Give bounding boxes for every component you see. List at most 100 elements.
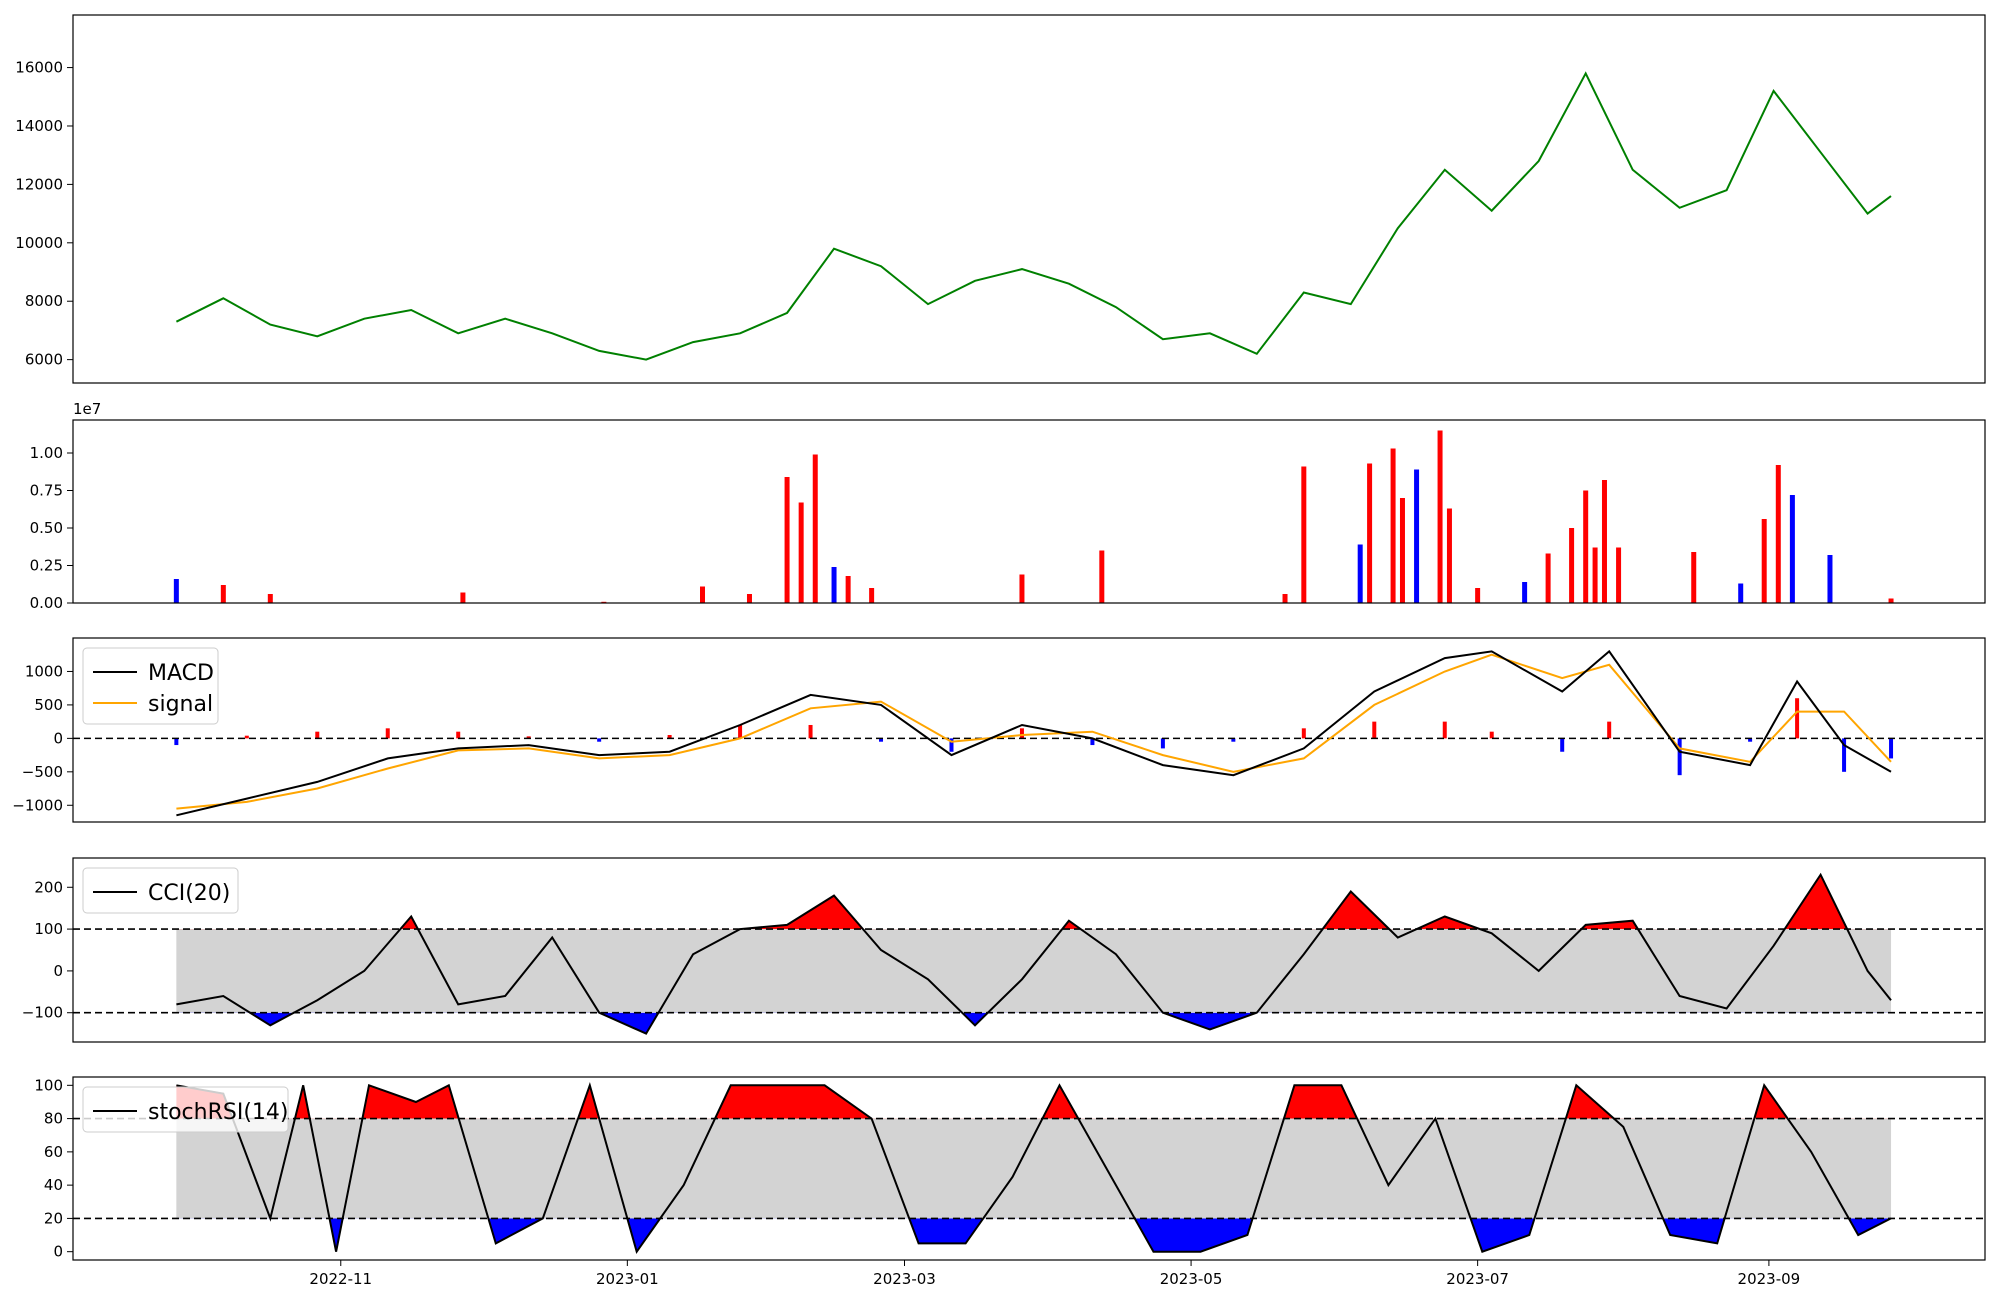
macd-histogram-bar [808, 724, 813, 739]
macd-histogram-bar [949, 738, 954, 752]
macd-ytick-label: 0 [53, 729, 63, 747]
cci-ytick-label: −100 [22, 1004, 63, 1022]
volume-bar [831, 567, 837, 603]
volume-bar [1522, 582, 1528, 603]
price-ytick-label: 12000 [15, 175, 63, 193]
macd-histogram-bar [456, 731, 461, 739]
stochrsi-ytick-label: 0 [53, 1243, 63, 1261]
macd-histogram-bar [667, 735, 672, 739]
volume-bar [1446, 508, 1452, 603]
macd-axes-frame [72, 637, 1986, 823]
stochrsi-line [176, 1081, 1892, 1254]
stochrsi-legend-label: stochRSI(14) [148, 1100, 289, 1125]
macd-ytick-label: 500 [34, 696, 63, 714]
volume-bar [1789, 495, 1795, 603]
volume-ytick-label: 0.25 [30, 557, 63, 575]
macd-histogram-bar [1607, 721, 1612, 739]
volume-bar [1475, 588, 1481, 603]
volume-bar [1691, 552, 1697, 603]
signal-line [176, 653, 1892, 810]
stochrsi-ytick-label: 40 [44, 1176, 63, 1194]
x-tick-label: 2023-03 [873, 1270, 936, 1288]
stochrsi-ytick-label: 100 [34, 1076, 63, 1094]
macd-histogram-bar [1231, 738, 1236, 742]
volume-bar [1357, 544, 1363, 603]
cci-ytick-label: 200 [34, 878, 63, 896]
volume-bar [1390, 448, 1396, 603]
cci-legend-label: CCI(20) [148, 881, 230, 906]
macd-histogram-bar [526, 736, 531, 739]
macd-histogram-bar [1677, 738, 1682, 776]
volume-bar [798, 502, 804, 603]
x-tick-label: 2022-11 [309, 1270, 372, 1288]
cci-ytick-label: 0 [53, 962, 63, 980]
macd-histogram-bar [174, 738, 179, 746]
macd-legend-label: signal [148, 692, 213, 717]
x-tick-label: 2023-09 [1738, 1270, 1801, 1288]
macd-ytick-label: 1000 [25, 662, 63, 680]
volume-ytick-label: 0.50 [30, 519, 63, 537]
volume-bar [869, 588, 875, 603]
volume-bar [1414, 469, 1420, 603]
volume-bar [1583, 490, 1589, 603]
volume-bar [460, 592, 466, 603]
macd-histogram-bar [1842, 738, 1847, 772]
macd-histogram-bar [1795, 698, 1800, 739]
macd-histogram-bar [1301, 728, 1306, 739]
volume-bar [1099, 550, 1105, 603]
macd-histogram-bar [315, 731, 320, 739]
cci-legend-box [82, 867, 239, 914]
macd-histogram-bar [738, 724, 743, 739]
volume-bar [1592, 547, 1598, 603]
volume-bar [173, 579, 179, 603]
price-axes-frame [72, 14, 1986, 384]
macd-legend-box [82, 647, 219, 725]
volume-bar [1019, 574, 1025, 603]
macd-legend-label: MACD [148, 661, 214, 686]
volume-bar [1569, 528, 1575, 603]
x-tick-label: 2023-05 [1160, 1270, 1223, 1288]
price-ytick-label: 16000 [15, 59, 63, 77]
volume-ytick-label: 0.00 [30, 594, 63, 612]
stochrsi-axes-frame [72, 1076, 1986, 1261]
volume-bar [1545, 553, 1551, 603]
volume-bar [845, 576, 851, 603]
volume-bar [1761, 519, 1767, 603]
cci-neutral-band [176, 929, 1892, 1013]
macd-line [176, 649, 1892, 817]
stochrsi-oversold-fill [329, 1218, 1891, 1252]
volume-bar [812, 454, 818, 603]
macd-histogram-bar [1160, 738, 1165, 749]
volume-offset-label: 1e7 [73, 400, 101, 418]
volume-bar [1827, 555, 1833, 603]
volume-bar [1775, 465, 1781, 603]
macd-histogram-bar [1748, 738, 1753, 742]
volume-bar [1616, 547, 1622, 603]
volume-bar [746, 594, 752, 603]
x-tick-label: 2023-07 [1446, 1270, 1509, 1288]
macd-histogram-bar [1889, 738, 1894, 759]
volume-bar [220, 585, 226, 603]
cci-line [176, 872, 1892, 1035]
stochrsi-ytick-label: 80 [44, 1110, 63, 1128]
volume-ytick-label: 1.00 [30, 444, 63, 462]
volume-bar [267, 594, 273, 603]
volume-bar [1738, 583, 1744, 603]
volume-bar [700, 586, 706, 603]
macd-histogram-bar [1489, 731, 1494, 739]
stochrsi-ytick-label: 60 [44, 1143, 63, 1161]
volume-bar [1367, 463, 1373, 603]
macd-histogram-bar [1442, 721, 1447, 739]
macd-histogram-bar [1090, 738, 1095, 746]
macd-histogram-bar [1019, 728, 1024, 739]
macd-histogram-bar [244, 735, 249, 739]
volume-ytick-label: 0.75 [30, 482, 63, 500]
cci-ytick-label: 100 [34, 920, 63, 938]
volume-bar [1437, 430, 1443, 603]
macd-histogram-bar [1560, 738, 1565, 752]
price-ytick-label: 6000 [25, 351, 63, 369]
cci-axes-frame [72, 857, 1986, 1043]
stochrsi-ytick-label: 20 [44, 1209, 63, 1227]
